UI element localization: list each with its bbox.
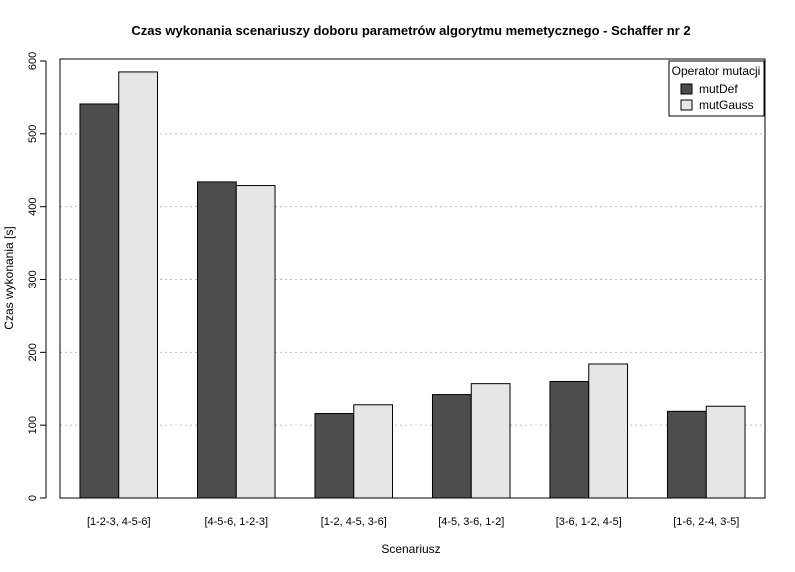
chart-title: Czas wykonania scenariuszy doboru parame… [131, 23, 690, 38]
y-tick-label: 100 [27, 416, 39, 434]
bar [588, 363, 629, 499]
bar [470, 383, 511, 499]
x-tick-label: [1-2-3, 4-5-6] [87, 516, 151, 528]
x-tick-label: [1-2, 4-5, 3-6] [321, 516, 387, 528]
y-tick-label: 400 [27, 197, 39, 215]
y-tick-label: 0 [27, 495, 39, 501]
legend-swatch [680, 99, 693, 111]
grid-lines [60, 133, 765, 426]
bar [314, 413, 355, 499]
y-tick-label: 600 [27, 52, 39, 70]
legend-label: mutGauss [699, 98, 754, 112]
y-tick-label: 300 [27, 270, 39, 288]
bar [705, 405, 746, 499]
y-tick-label: 500 [27, 125, 39, 143]
legend: Operator mutacji mutDef mutGauss [668, 60, 765, 117]
bar [666, 410, 707, 499]
legend-title: Operator mutacji [672, 64, 761, 78]
legend-label: mutDef [699, 82, 738, 96]
legend-swatch [680, 83, 693, 95]
x-axis-label: Scenariusz [381, 542, 440, 556]
bars [79, 71, 746, 499]
x-tick-label: [1-6, 2-4, 3-5] [673, 516, 739, 528]
bar [549, 380, 590, 499]
bar [196, 181, 237, 499]
bar [431, 394, 472, 499]
x-axis: [1-2-3, 4-5-6] [4-5-6, 1-2-3] [1-2, 4-5, 3… [87, 516, 739, 528]
y-axis-label: Czas wykonania [s] [2, 226, 16, 329]
bar [79, 103, 120, 499]
y-tick-label: 200 [27, 343, 39, 361]
bar [118, 71, 159, 499]
bar [235, 185, 276, 499]
plot-frame [59, 58, 766, 499]
y-axis: 0 100 200 300 400 500 600 [27, 52, 47, 501]
x-tick-label: [4-5-6, 1-2-3] [204, 516, 268, 528]
bar [353, 404, 394, 499]
x-tick-label: [3-6, 1-2, 4-5] [556, 516, 622, 528]
x-tick-label: [4-5, 3-6, 1-2] [438, 516, 504, 528]
